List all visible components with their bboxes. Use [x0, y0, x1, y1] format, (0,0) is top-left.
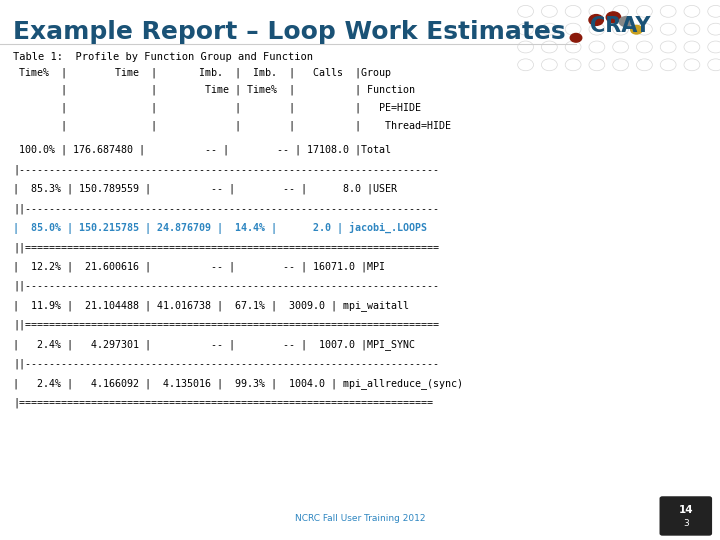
Text: ||---------------------------------------------------------------------: ||--------------------------------------…	[13, 281, 439, 292]
Text: ||=====================================================================: ||======================================…	[13, 320, 439, 330]
Text: |=====================================================================: |=======================================…	[13, 397, 433, 408]
Text: Example Report – Loop Work Estimates: Example Report – Loop Work Estimates	[13, 21, 566, 44]
Text: |   2.4% |   4.166092 |  4.135016 |  99.3% |  1004.0 | mpi_allreduce_(sync): | 2.4% | 4.166092 | 4.135016 | 99.3% | 1…	[13, 378, 463, 389]
Circle shape	[589, 15, 603, 25]
Text: ||---------------------------------------------------------------------: ||--------------------------------------…	[13, 359, 439, 369]
Text: Table 1:  Profile by Function Group and Function: Table 1: Profile by Function Group and F…	[13, 52, 313, 62]
Circle shape	[619, 17, 632, 26]
Text: |              |             |        |          |    Thread=HIDE: | | | | | Thread=HIDE	[13, 120, 451, 131]
Text: ||---------------------------------------------------------------------: ||--------------------------------------…	[13, 203, 439, 214]
Circle shape	[631, 25, 642, 34]
Text: 14: 14	[678, 505, 693, 515]
Text: NCRC Fall User Training 2012: NCRC Fall User Training 2012	[294, 514, 426, 523]
Circle shape	[570, 33, 582, 42]
Text: |  85.3% | 150.789559 |          -- |        -- |      8.0 |USER: | 85.3% | 150.789559 | -- | -- | 8.0 |US…	[13, 184, 397, 194]
Text: ||=====================================================================: ||======================================…	[13, 242, 439, 253]
Text: |              |             |        |          |   PE=HIDE: | | | | | PE=HIDE	[13, 103, 421, 113]
Text: |  12.2% |  21.600616 |          -- |        -- | 16071.0 |MPI: | 12.2% | 21.600616 | -- | -- | 16071.0 …	[13, 261, 385, 272]
Text: |  85.0% | 150.215785 | 24.876709 |  14.4% |      2.0 | jacobi_.LOOPS: | 85.0% | 150.215785 | 24.876709 | 14.4%…	[13, 222, 427, 234]
Text: |              |        Time | Time%  |          | Function: | | Time | Time% | | Function	[13, 85, 415, 96]
FancyBboxPatch shape	[660, 496, 712, 536]
Text: CRAY: CRAY	[590, 16, 651, 36]
Text: 3: 3	[683, 519, 688, 528]
Text: |  11.9% |  21.104488 | 41.016738 |  67.1% |  3009.0 | mpi_waitall: | 11.9% | 21.104488 | 41.016738 | 67.1% …	[13, 300, 409, 311]
Text: 100.0% | 176.687480 |          -- |        -- | 17108.0 |Total: 100.0% | 176.687480 | -- | -- | 17108.0 …	[13, 145, 391, 156]
Text: |   2.4% |   4.297301 |          -- |        -- |  1007.0 |MPI_SYNC: | 2.4% | 4.297301 | -- | -- | 1007.0 |MP…	[13, 339, 415, 350]
Text: |----------------------------------------------------------------------: |---------------------------------------…	[13, 164, 439, 175]
Circle shape	[606, 12, 621, 23]
Text: Time%  |        Time  |       Imb.  |  Imb.  |   Calls  |Group: Time% | Time | Imb. | Imb. | Calls |Grou…	[13, 67, 391, 78]
